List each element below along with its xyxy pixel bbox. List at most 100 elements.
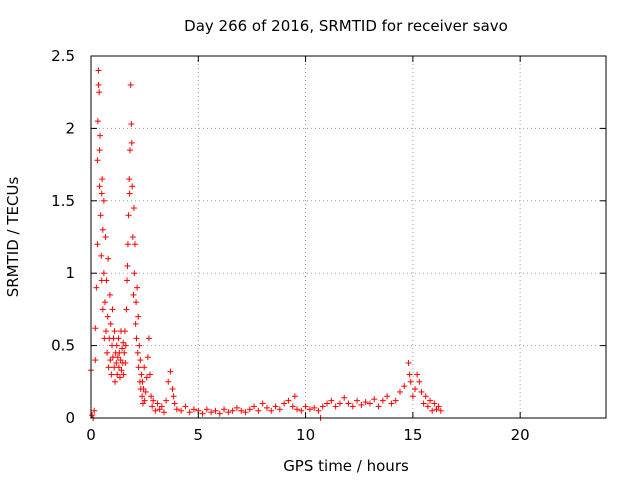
chart-title: Day 266 of 2016, SRMTID for receiver sav… (184, 17, 508, 35)
data-point (229, 407, 236, 414)
data-point (130, 291, 137, 298)
data-point (221, 406, 228, 413)
y-tick-label: 0.5 (51, 337, 75, 355)
data-point (191, 406, 197, 413)
data-point (116, 374, 123, 381)
data-point (366, 400, 373, 407)
data-point (182, 403, 189, 410)
data-point (259, 400, 266, 407)
data-point (289, 403, 296, 410)
x-tick-label: 15 (403, 426, 422, 444)
data-point (285, 397, 292, 404)
data-point (107, 357, 114, 364)
data-point (149, 403, 156, 410)
data-point (152, 407, 159, 414)
data-point (111, 328, 118, 335)
data-point (95, 81, 102, 88)
data-point (272, 403, 279, 410)
data-point (134, 284, 141, 291)
data-point (238, 407, 245, 414)
data-point (120, 339, 127, 346)
data-point (104, 313, 111, 320)
grid (91, 56, 606, 418)
data-point (92, 325, 99, 332)
data-point (379, 397, 386, 404)
data-point (129, 234, 136, 240)
data-point (100, 270, 107, 277)
data-point (251, 403, 258, 410)
data-point (324, 400, 331, 407)
data-point (281, 400, 288, 407)
data-point (139, 378, 146, 385)
data-point (154, 400, 161, 407)
data-point (298, 407, 305, 414)
y-tick-label: 0 (65, 409, 75, 427)
data-point (128, 139, 135, 146)
data-point (199, 410, 206, 417)
data-point (141, 364, 148, 371)
axis-ticks (90, 55, 606, 419)
data-point (405, 359, 412, 366)
data-point (412, 386, 419, 393)
data-point (138, 371, 145, 378)
data-point (128, 121, 135, 128)
data-point (124, 241, 131, 248)
plot-frame (90, 55, 607, 419)
data-point (225, 409, 232, 416)
data-point (142, 388, 149, 395)
data-point (414, 371, 421, 378)
data-point (435, 403, 442, 410)
data-point (104, 349, 111, 356)
data-point (103, 328, 110, 335)
data-point (349, 403, 356, 410)
data-point (124, 277, 131, 284)
data-point (112, 378, 119, 385)
data-point (106, 291, 113, 298)
data-point (141, 397, 148, 404)
data-point (119, 345, 126, 352)
data-point (127, 81, 134, 88)
data-point (401, 383, 408, 390)
data-point (246, 406, 253, 413)
data-point (150, 397, 157, 404)
data-point (97, 212, 104, 219)
data-point (96, 147, 103, 154)
data-point (160, 409, 167, 416)
data-point (122, 359, 129, 366)
data-point (422, 393, 429, 400)
data-point (362, 399, 369, 406)
data-point (131, 270, 138, 277)
data-point (345, 400, 352, 407)
data-point (96, 89, 103, 96)
data-point (113, 359, 120, 366)
data-point (105, 255, 112, 262)
data-point (416, 378, 423, 385)
data-point (233, 404, 240, 411)
data-point (212, 407, 219, 414)
data-point (103, 277, 110, 284)
data-point (95, 67, 102, 74)
data-point (341, 394, 348, 401)
data-point (163, 397, 170, 404)
data-point (429, 407, 436, 414)
data-point (319, 403, 326, 410)
data-point (388, 400, 395, 407)
data-point (420, 400, 427, 407)
data-point (173, 406, 180, 413)
data-point (126, 176, 133, 183)
data-point (358, 401, 365, 408)
data-point (123, 306, 130, 313)
data-point (131, 241, 138, 248)
data-point (276, 406, 283, 413)
data-point (407, 378, 414, 385)
y-tick-label: 1 (65, 264, 75, 282)
y-tick-labels: 0 0.5 1 1.5 2 2.5 (51, 47, 75, 427)
y-tick-label: 1.5 (51, 192, 75, 210)
data-point (171, 400, 178, 407)
data-point (427, 397, 434, 404)
data-point (336, 400, 343, 407)
data-point (135, 313, 142, 320)
data-point (93, 284, 100, 291)
data-point (94, 118, 101, 125)
data-point (424, 403, 431, 410)
